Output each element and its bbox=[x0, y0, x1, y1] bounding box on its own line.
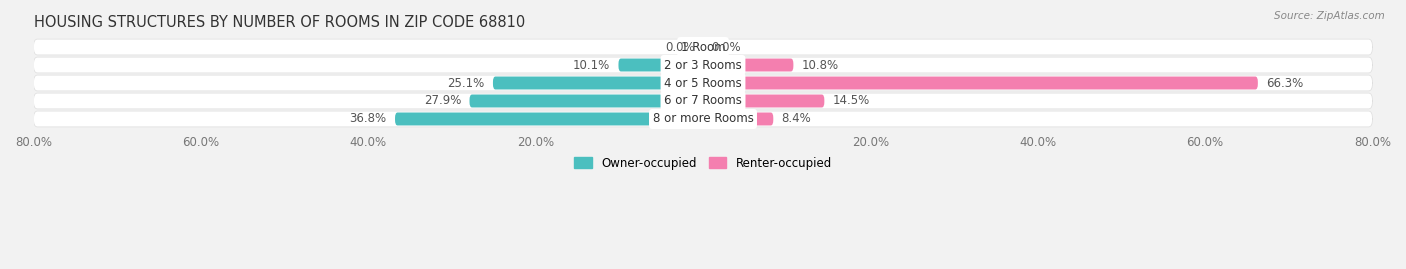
FancyBboxPatch shape bbox=[34, 75, 1372, 91]
FancyBboxPatch shape bbox=[703, 59, 793, 72]
FancyBboxPatch shape bbox=[34, 57, 1372, 73]
FancyBboxPatch shape bbox=[470, 94, 703, 108]
FancyBboxPatch shape bbox=[703, 94, 824, 108]
Text: Source: ZipAtlas.com: Source: ZipAtlas.com bbox=[1274, 11, 1385, 21]
Text: 66.3%: 66.3% bbox=[1267, 76, 1303, 90]
FancyBboxPatch shape bbox=[34, 39, 1372, 55]
Text: 6 or 7 Rooms: 6 or 7 Rooms bbox=[664, 94, 742, 108]
Text: 0.0%: 0.0% bbox=[665, 41, 695, 54]
Text: 8 or more Rooms: 8 or more Rooms bbox=[652, 112, 754, 125]
Text: 8.4%: 8.4% bbox=[782, 112, 811, 125]
Text: 10.8%: 10.8% bbox=[801, 59, 839, 72]
Text: 14.5%: 14.5% bbox=[832, 94, 870, 108]
Text: HOUSING STRUCTURES BY NUMBER OF ROOMS IN ZIP CODE 68810: HOUSING STRUCTURES BY NUMBER OF ROOMS IN… bbox=[34, 15, 524, 30]
Text: 10.1%: 10.1% bbox=[572, 59, 610, 72]
FancyBboxPatch shape bbox=[34, 111, 1372, 127]
Text: 25.1%: 25.1% bbox=[447, 76, 485, 90]
Text: 1 Room: 1 Room bbox=[681, 41, 725, 54]
FancyBboxPatch shape bbox=[619, 59, 703, 72]
FancyBboxPatch shape bbox=[703, 76, 1258, 90]
Text: 0.0%: 0.0% bbox=[711, 41, 741, 54]
Text: 2 or 3 Rooms: 2 or 3 Rooms bbox=[664, 59, 742, 72]
Text: 27.9%: 27.9% bbox=[423, 94, 461, 108]
FancyBboxPatch shape bbox=[34, 93, 1372, 109]
FancyBboxPatch shape bbox=[494, 76, 703, 90]
Text: 4 or 5 Rooms: 4 or 5 Rooms bbox=[664, 76, 742, 90]
FancyBboxPatch shape bbox=[395, 112, 703, 125]
Text: 36.8%: 36.8% bbox=[350, 112, 387, 125]
Legend: Owner-occupied, Renter-occupied: Owner-occupied, Renter-occupied bbox=[569, 152, 837, 174]
FancyBboxPatch shape bbox=[703, 112, 773, 125]
